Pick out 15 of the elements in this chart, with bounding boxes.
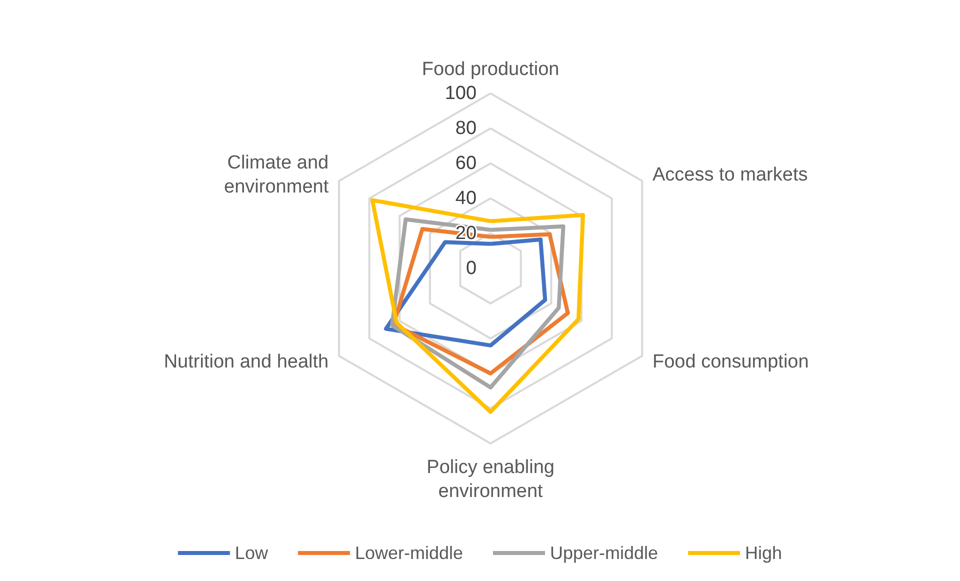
- spoke-label: Policy enabling environment: [426, 456, 554, 502]
- spoke-label: Nutrition and health: [164, 351, 329, 372]
- y-tick-label: 0: [466, 258, 477, 279]
- spoke-label: Climate and environment: [224, 152, 330, 198]
- y-tick-label: 80: [455, 118, 477, 139]
- y-tick-label: 100: [444, 82, 477, 104]
- spoke-label: Access to markets: [652, 164, 808, 186]
- y-tick-label: 40: [455, 188, 477, 209]
- legend-label: High: [745, 543, 782, 563]
- spoke-label: Food consumption: [652, 351, 809, 372]
- y-tick-label: 60: [455, 152, 477, 174]
- spoke-label: Food production: [422, 58, 560, 80]
- legend-label: Lower-middle: [354, 543, 464, 563]
- legend-label: Low: [234, 543, 269, 563]
- legend-label: Upper-middle: [550, 543, 658, 563]
